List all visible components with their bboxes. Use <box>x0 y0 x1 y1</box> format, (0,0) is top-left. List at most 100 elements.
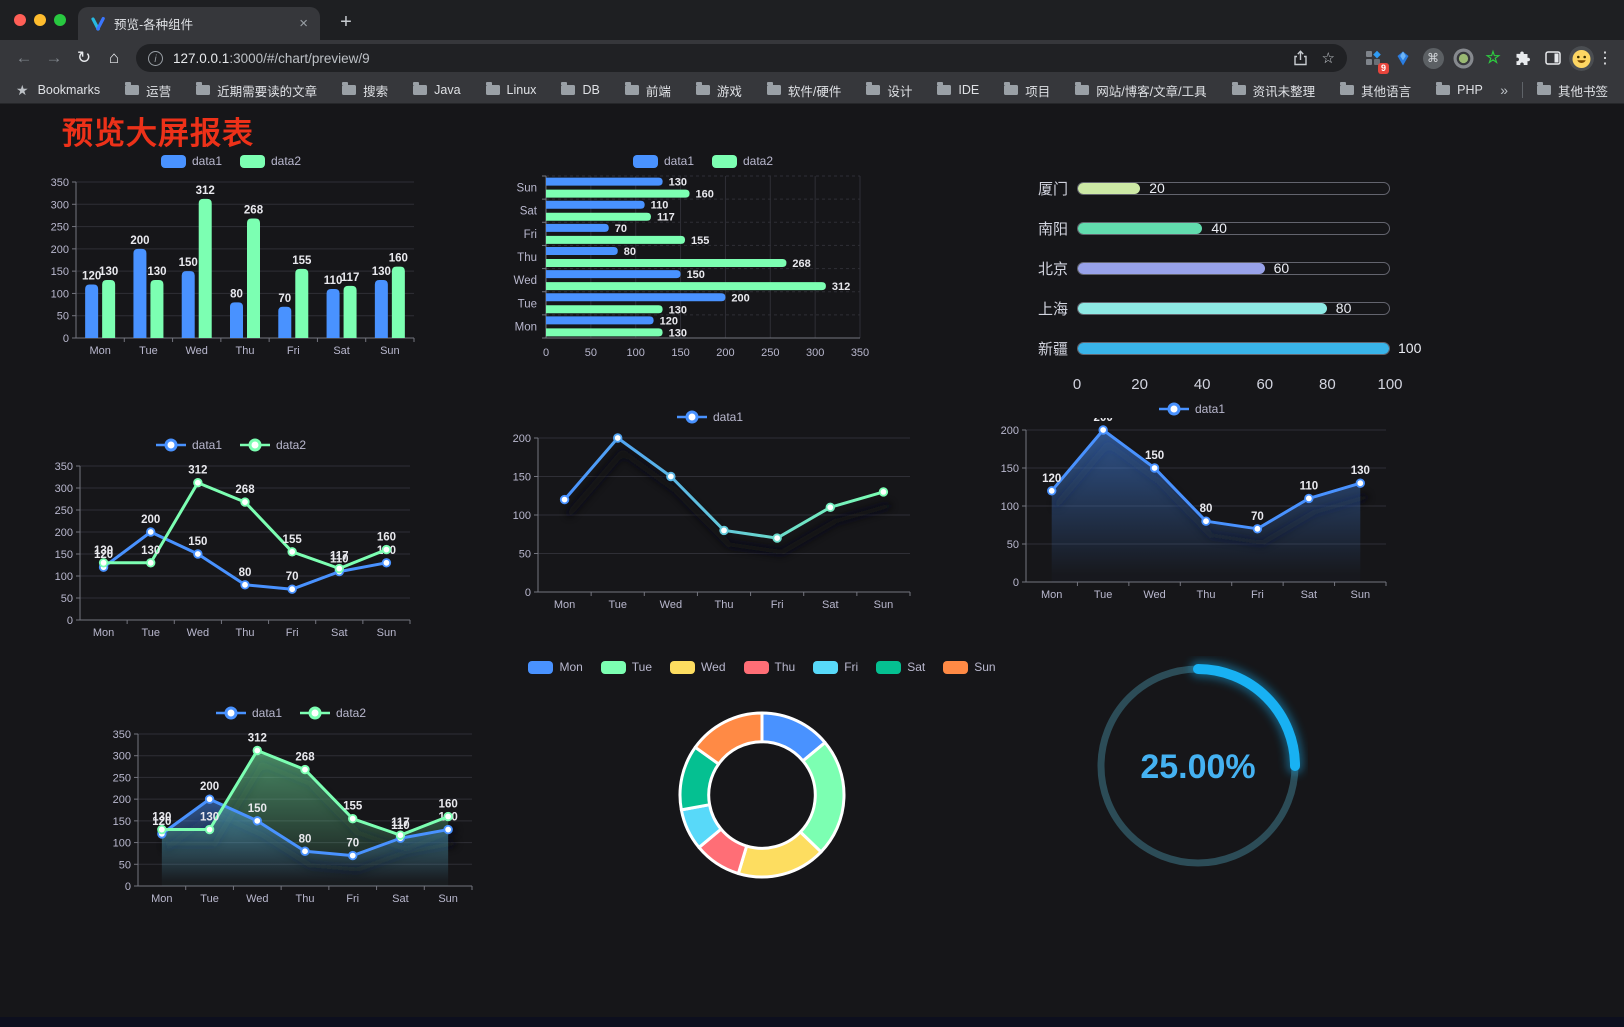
fullscreen-button[interactable] <box>54 14 66 26</box>
bookmark-folder[interactable]: IDE <box>937 82 979 97</box>
bookmark-folder[interactable]: Linux <box>485 82 536 97</box>
profile-avatar[interactable] <box>1569 45 1594 71</box>
share-icon[interactable] <box>1293 50 1308 66</box>
donut-segment-Sun[interactable] <box>693 711 764 766</box>
svg-text:0: 0 <box>63 333 69 345</box>
bookmark-folder[interactable]: 设计 <box>866 81 912 100</box>
bookmark-folder[interactable]: 资讯未整理 <box>1231 81 1315 100</box>
bookmark-folder[interactable]: DB <box>561 82 600 97</box>
legend-item-data1[interactable]: data1 <box>1158 402 1225 416</box>
gauge-chart[interactable]: 25.00% <box>1088 656 1308 876</box>
progress-row: 南阳 40 <box>1004 208 1416 248</box>
svg-text:268: 268 <box>244 205 264 217</box>
gradient-line-chart[interactable]: data1 0 50 100 150 200 Mon Tue Wed Thu Fri Sat Sun <box>500 406 920 618</box>
legend-item-data2[interactable]: data2 <box>712 154 773 168</box>
svg-text:350: 350 <box>55 461 73 473</box>
svg-text:Wed: Wed <box>514 275 537 287</box>
address-bar[interactable]: i 127.0.0.1:3000/#/chart/preview/9 ☆ <box>136 44 1347 72</box>
legend-item-data2[interactable]: data2 <box>300 706 366 720</box>
donut-segment-Tue[interactable] <box>798 741 846 854</box>
folder-icon <box>1536 82 1551 95</box>
svg-text:312: 312 <box>188 465 207 477</box>
svg-text:Sun: Sun <box>874 599 894 611</box>
home-button[interactable]: ⌂ <box>108 48 120 67</box>
svg-text:150: 150 <box>188 536 207 548</box>
progress-track[interactable]: 80 <box>1077 300 1390 316</box>
bookmarks-manager[interactable]: ★ Bookmarks <box>16 82 100 99</box>
double-area-line-chart[interactable]: data1 data2 0 50 100 150 200 250 300 350 Mon Tue Wed… <box>100 702 482 912</box>
extension-recorder-icon[interactable] <box>1449 44 1477 72</box>
other-bookmarks[interactable]: 其他书签 <box>1536 81 1608 100</box>
legend-item-data1[interactable]: data1 <box>676 410 743 424</box>
chart-legend: data1 data2 <box>100 704 482 722</box>
legend-item-Sat[interactable]: Sat <box>876 660 925 674</box>
bookmark-folder[interactable]: 搜索 <box>342 81 388 100</box>
bookmark-folder[interactable]: 近期需要读的文章 <box>196 81 317 100</box>
legend-item-data1[interactable]: data1 <box>160 154 222 168</box>
bookmark-folder[interactable]: 前端 <box>624 81 671 100</box>
progress-track[interactable]: 60 <box>1077 260 1390 276</box>
bookmark-folder[interactable]: 游戏 <box>695 81 742 100</box>
svg-text:350: 350 <box>113 729 131 741</box>
back-button[interactable]: ← <box>15 48 33 67</box>
legend-item-Tue[interactable]: Tue <box>600 660 652 674</box>
svg-text:160: 160 <box>696 189 714 201</box>
site-info-icon[interactable]: i <box>148 50 163 66</box>
progress-track[interactable]: 40 <box>1077 220 1390 236</box>
extension-vue-devtools-icon[interactable]: ☆ <box>1485 48 1501 67</box>
legend-item-Mon[interactable]: Mon <box>528 660 583 674</box>
legend-item-data2[interactable]: data2 <box>240 438 306 452</box>
svg-text:Wed: Wed <box>1143 589 1165 601</box>
legend-item-Fri[interactable]: Fri <box>813 660 858 674</box>
svg-text:Thu: Thu <box>1197 589 1216 601</box>
reload-button[interactable]: ↻ <box>76 48 92 67</box>
bookmark-star-icon[interactable]: ☆ <box>1321 50 1335 67</box>
extension-gem-icon[interactable] <box>1389 44 1417 72</box>
donut-segment-Wed[interactable] <box>736 830 823 879</box>
tab-close-icon[interactable]: × <box>299 15 308 32</box>
progress-value: 100 <box>1398 340 1422 356</box>
extension-grid-icon[interactable]: 9 <box>1359 44 1389 74</box>
legend-item-Sun[interactable]: Sun <box>943 660 996 674</box>
legend-item-data1[interactable]: data1 <box>155 438 222 452</box>
forward-button[interactable]: → <box>45 48 63 67</box>
bookmark-folder[interactable]: 软件/硬件 <box>766 81 841 100</box>
bookmark-folder[interactable]: 网站/博客/文章/工具 <box>1075 81 1207 100</box>
extension-command-icon[interactable]: ⌘ <box>1419 44 1447 72</box>
bookmark-folder[interactable]: Java <box>413 82 461 97</box>
legend-item-Wed[interactable]: Wed <box>670 660 726 674</box>
bookmark-folder[interactable]: 项目 <box>1004 81 1050 100</box>
legend-item-Thu[interactable]: Thu <box>743 660 795 674</box>
progress-bar-chart[interactable]: 厦门 20 南阳 40 北京 60 上海 80 新疆 100 0 20 40 60 80 100 <box>1004 158 1421 393</box>
progress-track[interactable]: 100 <box>1077 340 1421 356</box>
legend-item-data1[interactable]: data1 <box>632 154 694 168</box>
browser-tab[interactable]: 预览-各种组件 × <box>78 7 320 40</box>
folder-icon <box>342 82 357 95</box>
close-button[interactable] <box>14 14 26 26</box>
progress-track[interactable]: 20 <box>1077 180 1390 196</box>
svg-text:250: 250 <box>113 772 131 784</box>
browser-menu-icon[interactable]: ⋮ <box>1597 50 1613 67</box>
side-panel-icon[interactable] <box>1539 44 1567 72</box>
grouped-bar-chart[interactable]: data1 data2 0 50 100 150 200 250 300 350 Mon Tue Wed… <box>40 150 422 364</box>
horizontal-bar-chart[interactable]: data1 data2 0 50 100 150 200 250 300 350 Mon 120 130… <box>502 150 904 364</box>
bookmark-folder[interactable]: PHP <box>1436 82 1483 97</box>
minimize-button[interactable] <box>34 14 46 26</box>
bookmark-folder[interactable]: 运营 <box>125 81 171 100</box>
progress-row: 厦门 20 <box>1004 168 1416 208</box>
folder-icon <box>1436 82 1451 95</box>
bookmarks-overflow-chevron[interactable]: » <box>1500 82 1508 98</box>
chart-legend: data1 data2 <box>502 152 904 170</box>
svg-text:Sun: Sun <box>380 345 400 357</box>
area-line-chart[interactable]: data1 0 50 100 150 200 Mon Tue Wed Thu Fri Sat Sun 12… <box>988 398 1396 608</box>
multi-line-chart[interactable]: data1 data2 0 50 100 150 200 250 300 350 Mon Tue Wed… <box>42 434 420 646</box>
legend-item-data2[interactable]: data2 <box>240 154 301 168</box>
donut-chart[interactable]: Mon Tue Wed Thu Fri Sat Sun <box>528 656 996 916</box>
bookmark-folder[interactable]: 其他语言 <box>1340 81 1411 100</box>
extensions-puzzle-icon[interactable] <box>1509 44 1537 72</box>
new-tab-button[interactable]: + <box>340 11 352 33</box>
svg-text:0: 0 <box>543 347 549 359</box>
folder-icon <box>561 82 576 95</box>
folder-icon <box>413 82 428 95</box>
legend-item-data1[interactable]: data1 <box>215 706 282 720</box>
